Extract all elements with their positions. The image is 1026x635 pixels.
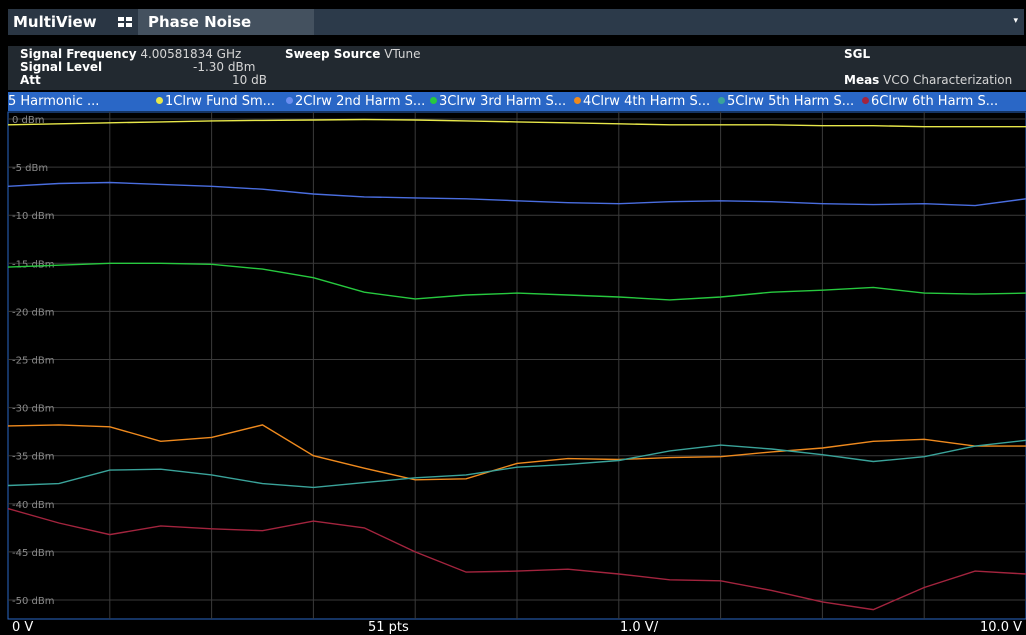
att-value: 10 dB <box>232 73 267 87</box>
tab-multiview[interactable]: MultiView <box>8 9 138 35</box>
y-tick-label: -40 dBm <box>12 500 54 511</box>
signal-level-value: -1.30 dBm <box>193 60 256 74</box>
trace-2-dot-icon <box>286 97 293 104</box>
trace-line-4 <box>7 424 1026 481</box>
sweep-points-label: 51 pts <box>368 620 409 635</box>
meas-value: VCO Characterization <box>883 73 1013 87</box>
title-bar: MultiView Phase Noise ▾ <box>0 0 1026 46</box>
sgl-indicator: SGL <box>844 48 870 61</box>
sweep-source-value: VTune <box>384 47 421 61</box>
y-tick-label: -5 dBm <box>12 163 48 174</box>
trace-6-dot-icon <box>862 97 869 104</box>
y-axis-tick-labels: 0 dBm -5 dBm -10 dBm -15 dBm -20 dBm -25 dBm -… <box>12 115 54 607</box>
trace-line-1 <box>7 118 1026 128</box>
y-tick-label: -20 dBm <box>12 307 54 318</box>
y-tick-label: 0 dBm <box>12 115 45 126</box>
y-tick-label: -25 dBm <box>12 356 54 367</box>
signal-frequency: Signal Frequency 4.00581834 GHz <box>20 48 241 61</box>
multiview-grid-icon <box>118 17 132 27</box>
sweep-source: Sweep Source VTune <box>285 48 421 61</box>
trace-line-2 <box>7 181 1026 207</box>
y-tick-label: -30 dBm <box>12 404 54 415</box>
tab-multiview-label: MultiView <box>13 13 97 31</box>
trace-legend-2[interactable]: 2Clrw 2nd Harm S... <box>286 92 425 111</box>
att-label: Att <box>20 73 41 87</box>
trace-legend-5[interactable]: 5Clrw 5th Harm S... <box>718 92 854 111</box>
trace-line-3 <box>7 262 1026 301</box>
trace-legend-4[interactable]: 4Clrw 4th Harm S... <box>574 92 710 111</box>
sgl-label: SGL <box>844 47 871 61</box>
trace-line-5 <box>7 439 1026 489</box>
x-division-label: 1.0 V/ <box>620 620 659 635</box>
measurement-info-bar: Signal Frequency 4.00581834 GHz Sweep So… <box>8 46 1026 90</box>
traces <box>7 118 1026 611</box>
y-tick-label: -10 dBm <box>12 211 54 222</box>
tab-strip: MultiView Phase Noise ▾ <box>8 9 1024 35</box>
y-tick-label: -35 dBm <box>12 452 54 463</box>
window-title[interactable]: 5 Harmonic ... <box>8 94 100 109</box>
chevron-down-icon[interactable]: ▾ <box>1013 16 1018 26</box>
y-tick-label: -50 dBm <box>12 596 54 607</box>
tab-phase-noise[interactable]: Phase Noise <box>138 9 314 35</box>
trace-legend-3[interactable]: 3Clrw 3rd Harm S... <box>430 92 566 111</box>
meas-label: Meas <box>844 73 880 87</box>
measurement: Meas VCO Characterization <box>844 74 1012 87</box>
trace-1-dot-icon <box>156 97 163 104</box>
grid <box>8 112 1026 619</box>
trace-legend-1[interactable]: 1Clrw Fund Sm... <box>156 92 275 111</box>
y-tick-label: -45 dBm <box>12 548 54 559</box>
trace-legend-bar: 5 Harmonic ... 1Clrw Fund Sm... 2Clrw 2n… <box>8 92 1026 111</box>
signal-frequency-value: 4.00581834 GHz <box>140 47 242 61</box>
x-axis-footer: 0 V 51 pts 1.0 V/ 10.0 V <box>8 620 1026 635</box>
tab-phase-noise-label: Phase Noise <box>148 13 252 31</box>
trace-legend-6[interactable]: 6Clrw 6th Harm S... <box>862 92 998 111</box>
signal-level-label: Signal Level <box>20 60 103 74</box>
sweep-source-label: Sweep Source <box>285 47 381 61</box>
trace-4-dot-icon <box>574 97 581 104</box>
trace-3-dot-icon <box>430 97 437 104</box>
trace-line-6 <box>7 507 1026 611</box>
x-start-label: 0 V <box>12 620 34 635</box>
y-tick-label: -15 dBm <box>12 259 54 270</box>
x-stop-label: 10.0 V <box>980 620 1022 635</box>
trace-5-dot-icon <box>718 97 725 104</box>
signal-frequency-label: Signal Frequency <box>20 47 137 61</box>
